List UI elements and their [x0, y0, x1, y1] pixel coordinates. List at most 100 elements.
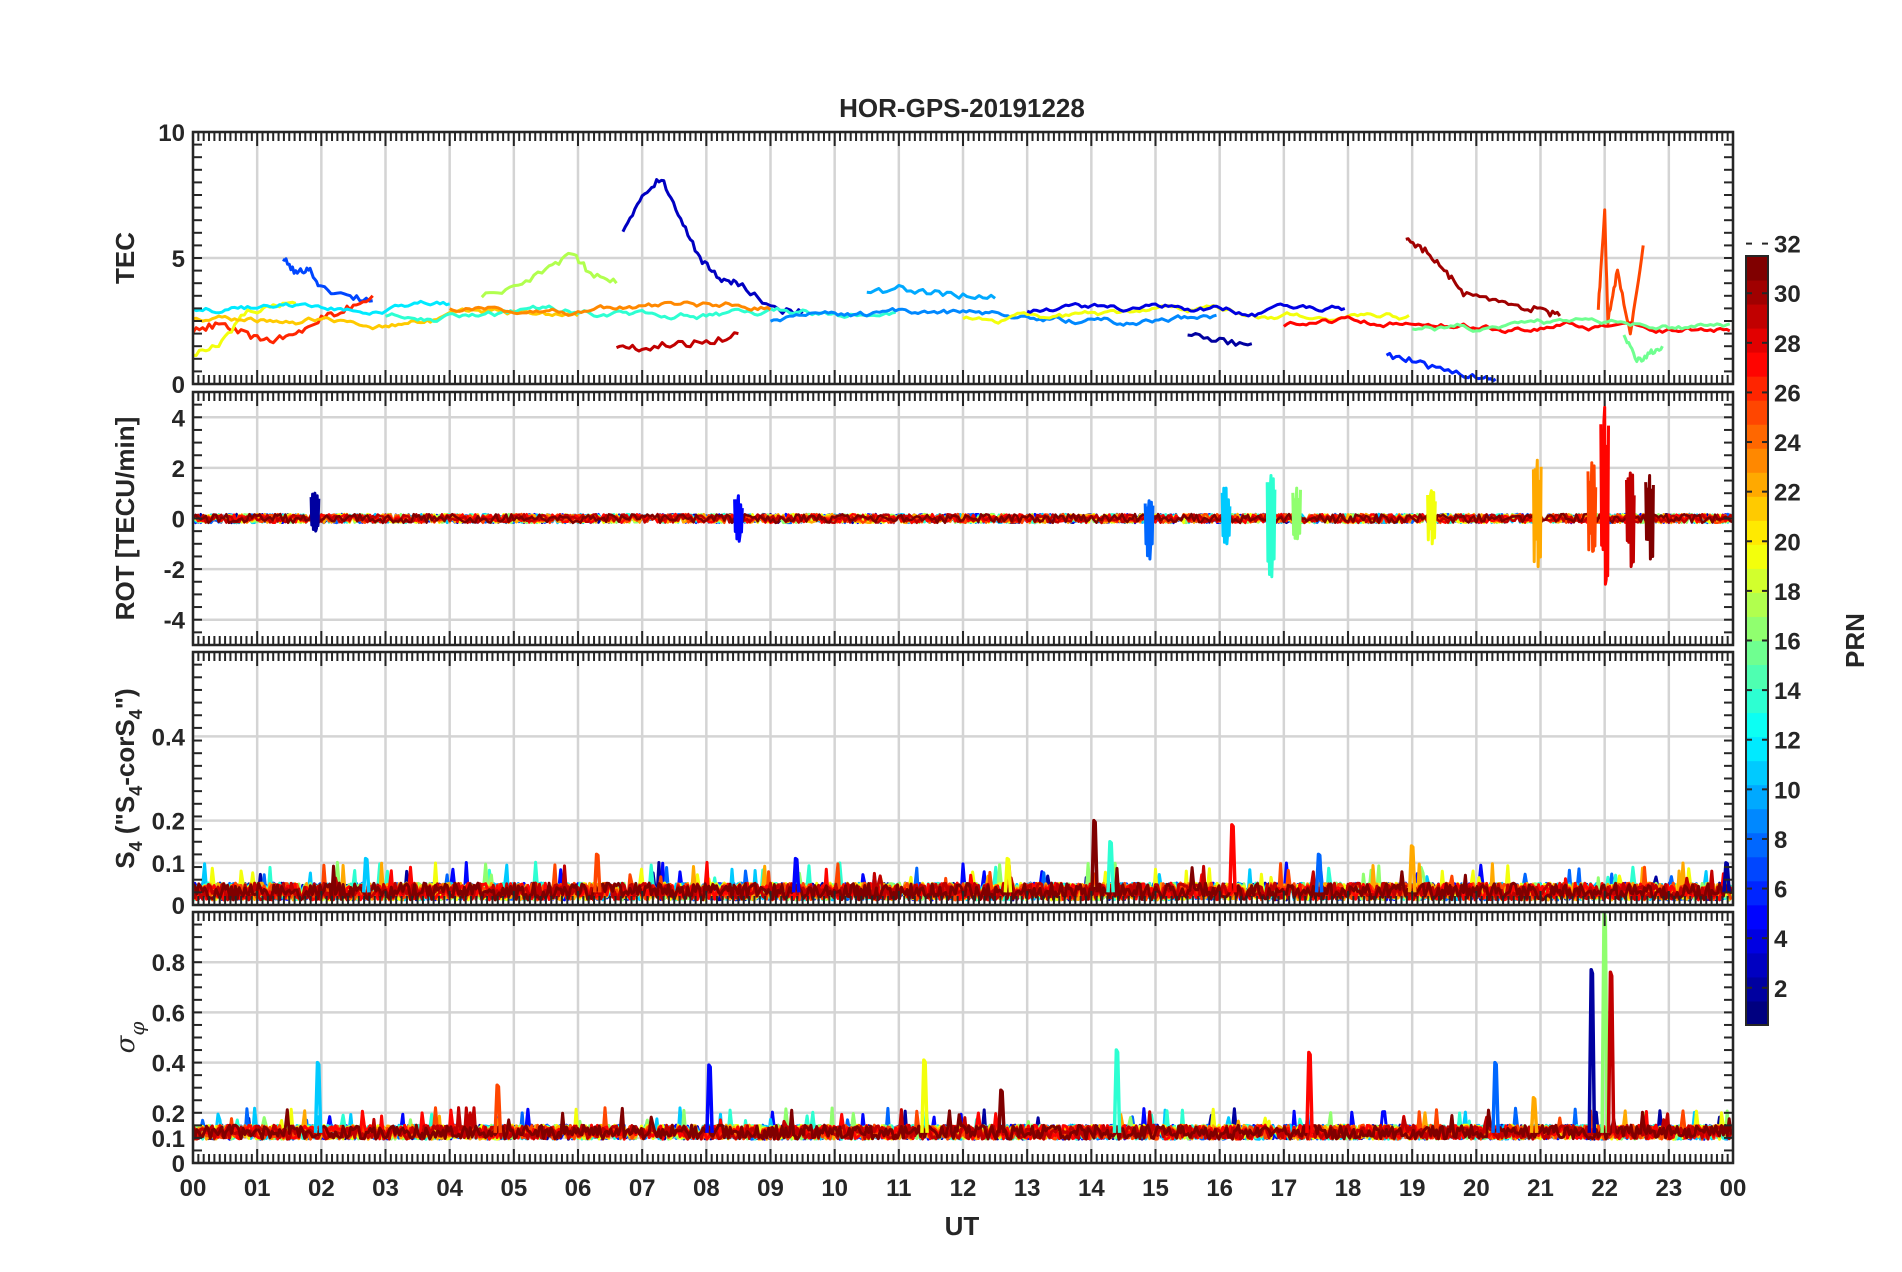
index-spike [361, 856, 371, 893]
index-spike [705, 1063, 714, 1133]
y-tick-label: 0.6 [152, 1000, 185, 1027]
colorbar-step [1746, 352, 1768, 377]
colorbar-step [1746, 376, 1768, 401]
tec-trace [769, 307, 1217, 327]
x-tick-label: 20 [1463, 1175, 1490, 1202]
colorbar-step [1746, 904, 1768, 930]
colorbar-tick-label: 16 [1774, 629, 1801, 656]
tec-series-prn-26 [1596, 208, 1645, 336]
x-tick-label: 12 [950, 1175, 977, 1202]
y-tick-label: 0 [172, 372, 185, 399]
tec-series-prn-7 [282, 257, 373, 303]
x-tick-label: 02 [308, 1175, 335, 1202]
x-tick-label: 10 [821, 1175, 848, 1202]
x-tick-labels: 00 01 02 03 04 05 06 07 08 09 10 11 12 13 14 15 16 17 18 19… [180, 1175, 1747, 1202]
y-tick-labels: 0 5 10 [158, 120, 185, 399]
x-tick-label: 00 [1720, 1175, 1747, 1202]
tec-trace [449, 300, 772, 317]
colorbar-step [1746, 256, 1768, 281]
tec-series-prn-18 [480, 251, 618, 299]
y-tick-label: 0 [172, 893, 185, 920]
index-spike [1529, 1095, 1539, 1133]
colorbar-step [1746, 496, 1768, 521]
y-tick-label: 0.1 [152, 851, 185, 878]
ticks [192, 391, 1734, 646]
x-tick-label: 03 [372, 1175, 399, 1202]
ticks [192, 911, 1734, 1164]
y-tick-labels: -4 -2 0 2 4 [164, 405, 186, 634]
y-tick-labels: 0 0.1 0.2 0.4 [152, 724, 186, 920]
tec-series-prn-6 [1385, 351, 1497, 383]
colorbar-tick-label: 26 [1774, 380, 1801, 407]
colorbar-step [1746, 400, 1768, 425]
y-tick-label: 0.8 [152, 950, 185, 977]
colorbar-step [1746, 784, 1768, 810]
colorbar-step [1746, 640, 1768, 666]
rot-spike [1143, 499, 1155, 561]
index-spike [1491, 1060, 1500, 1133]
y-tick-label: 0.2 [152, 1101, 185, 1128]
rot-spike [1291, 486, 1302, 541]
tec-series-prn-3 [621, 178, 804, 317]
colorbar-step [1746, 928, 1768, 954]
index-spike [592, 852, 602, 893]
index-spike [493, 1083, 503, 1133]
data-layer [193, 178, 1731, 383]
index-spike [1112, 1048, 1122, 1133]
tec-trace [1282, 315, 1731, 335]
data-layer [193, 405, 1733, 586]
colorbar-step [1746, 808, 1768, 834]
panel-4: 00.10.2 0.4 0.6 0.8 [152, 910, 1735, 1178]
colorbar-step [1746, 544, 1768, 569]
x-tick-label: 06 [565, 1175, 592, 1202]
rot-trace [193, 512, 1733, 525]
x-tick-label: 13 [1014, 1175, 1041, 1202]
x-tick-label: 04 [436, 1175, 463, 1202]
rot-spike [1426, 489, 1437, 546]
tec-series-prn-27 [193, 294, 374, 345]
y-tick-label: 0 [172, 1151, 185, 1178]
colorbar-step [1746, 856, 1768, 882]
colorbar-step [1746, 592, 1768, 617]
chart-title: HOR-GPS-20191228 [839, 93, 1085, 123]
x-tick-label: 21 [1527, 1175, 1554, 1202]
x-tick-label: 23 [1655, 1175, 1682, 1202]
y-axis-label-sigma-phi: σφ [111, 1022, 149, 1054]
y-tick-label: 4 [172, 405, 186, 432]
x-tick-label: 19 [1399, 1175, 1426, 1202]
panel-2: -4 -2 0 2 4 [164, 390, 1735, 647]
y-tick-label: 0.4 [152, 724, 186, 751]
colorbar-tick-label: 12 [1774, 728, 1801, 755]
tec-series-prn-31 [1405, 237, 1562, 318]
x-tick-label: 14 [1078, 1175, 1105, 1202]
tec-trace [193, 299, 451, 316]
colorbar-step [1746, 520, 1768, 545]
colorbar-step [1746, 736, 1768, 762]
colorbar-tick-label: 6 [1774, 877, 1787, 904]
x-tick-label: 05 [500, 1175, 527, 1202]
rot-spike [309, 491, 321, 533]
index-spike [313, 1060, 323, 1133]
panels: 0510-4-202400.10.20.400.10.20.40.60.8TEC… [110, 120, 1746, 1202]
colorbar-step [1746, 760, 1768, 786]
rot-spike [1220, 486, 1232, 546]
y-tick-label: 2 [172, 456, 185, 483]
index-spike [1106, 840, 1115, 893]
index-spike [997, 1088, 1006, 1133]
colorbar-tick-label: 20 [1774, 529, 1801, 556]
tec-trace [1026, 302, 1346, 318]
x-tick-label: 22 [1591, 1175, 1618, 1202]
panel-1: 0 5 10 [158, 120, 1735, 399]
index-spike [1722, 861, 1731, 893]
rot-spike [1644, 474, 1655, 561]
colorbar-step [1746, 280, 1768, 305]
colorbar-step [1746, 712, 1768, 738]
index-spike [1003, 856, 1013, 893]
tec-series-prn-2 [1187, 332, 1253, 347]
colorbar-tick-label: 28 [1774, 331, 1801, 358]
y-tick-label: 0.4 [152, 1051, 186, 1078]
colorbar-step [1746, 328, 1768, 353]
y-tick-labels: 00.10.2 0.4 0.6 0.8 [152, 950, 186, 1178]
tec-series-prn-30 [615, 331, 739, 353]
